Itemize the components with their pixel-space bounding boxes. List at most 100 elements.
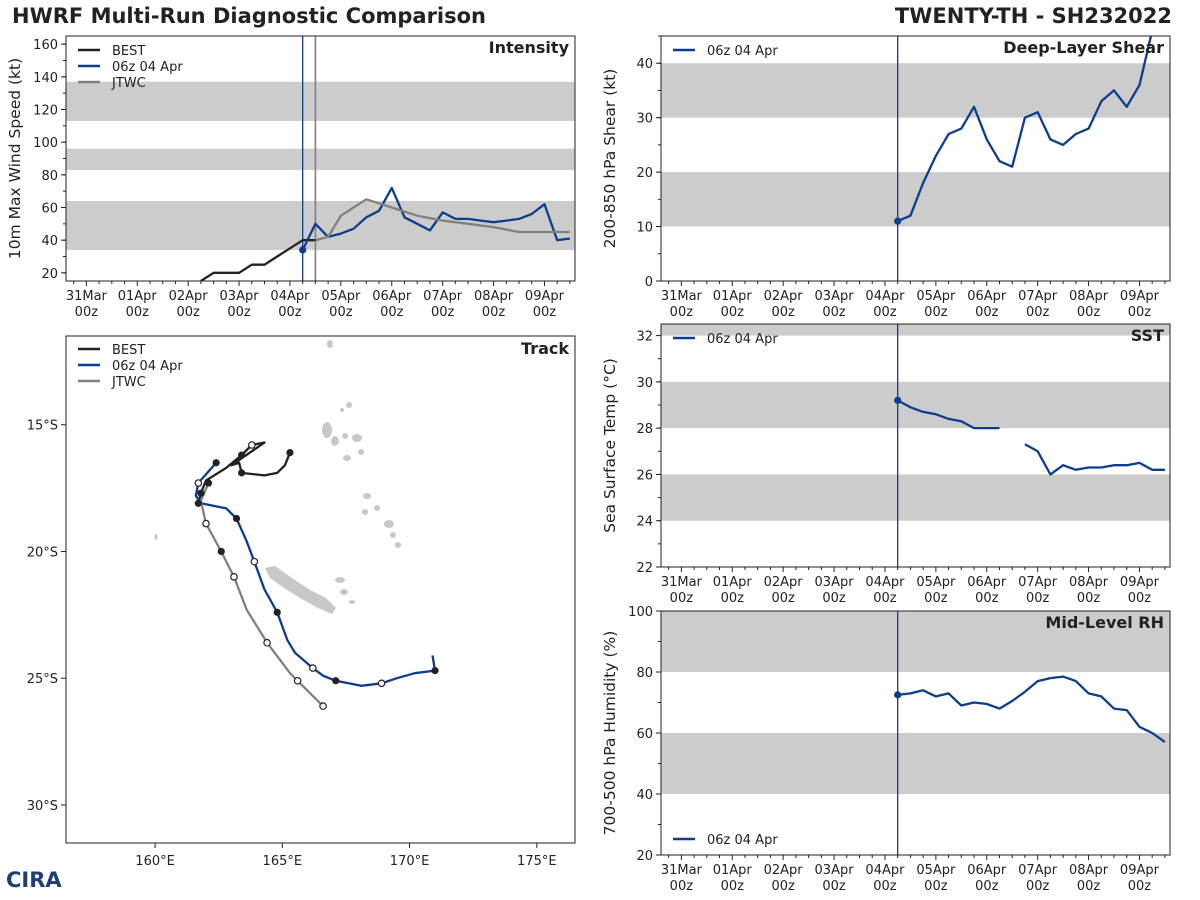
sst-ytick-label: 30 xyxy=(636,376,653,391)
island-shape xyxy=(340,408,344,412)
rh-ytick-label: 20 xyxy=(636,849,653,864)
shear-xtick-label-day: 08Apr xyxy=(1069,289,1109,304)
shear-frame xyxy=(660,35,1171,282)
rh-title: Mid-Level RH xyxy=(1045,613,1164,632)
island-shape xyxy=(363,493,371,499)
shear-xtick-label-hour: 00z xyxy=(1077,305,1101,320)
intensity-series-2 xyxy=(315,198,570,242)
cira-logo: CIRA xyxy=(6,868,62,892)
rh-xtick-label-hour: 00z xyxy=(1026,879,1050,894)
shear-xtick-label-hour: 00z xyxy=(1128,305,1152,320)
intensity-xtick-label-day: 04Apr xyxy=(270,289,310,304)
track-point-hollow xyxy=(377,679,386,688)
track-point-hollow xyxy=(263,638,271,647)
shear-xtick-label-day: 07Apr xyxy=(1018,289,1058,304)
rh-panel: 2040608010031Mar00z01Apr00z02Apr00z03Apr… xyxy=(601,605,1171,894)
sst-xtick-label-hour: 00z xyxy=(975,591,999,606)
sst-xtick-label-day: 08Apr xyxy=(1069,575,1109,590)
island-shape xyxy=(352,434,362,442)
island-shape xyxy=(395,542,401,548)
track-point-filled xyxy=(238,469,246,477)
sst-panel: 22242628303231Mar00z01Apr00z02Apr00z03Ap… xyxy=(601,323,1171,606)
track-ytick-label: 25°S xyxy=(27,672,58,687)
sst-xtick-label-day: 07Apr xyxy=(1018,575,1058,590)
rh-xtick-label-day: 05Apr xyxy=(916,863,956,878)
island-shape xyxy=(342,433,348,439)
island-shape xyxy=(346,402,352,408)
sst-xtick-label-hour: 00z xyxy=(771,591,795,606)
intensity-band-2 xyxy=(66,81,575,121)
track-panel: 160°E 165°E 170°E 175°E 15°S 20°S 25°S 30°S Trac… xyxy=(27,335,576,869)
sst-xtick-label-hour: 00z xyxy=(822,591,846,606)
shear-ytick-label: 10 xyxy=(636,221,653,236)
island-shape xyxy=(349,600,355,604)
new-caledonia-shape xyxy=(265,566,336,614)
intensity-ytick-label: 140 xyxy=(33,71,58,86)
intensity-xtick-label-day: 01Apr xyxy=(118,289,158,304)
rh-xtick-label-hour: 00z xyxy=(873,879,897,894)
sst-ylabel: Sea Surface Temp (°C) xyxy=(601,358,619,533)
rh-xtick-label-hour: 00z xyxy=(1128,879,1152,894)
track-xtick-label: 175°E xyxy=(517,854,557,869)
intensity-xtick-label-hour: 00z xyxy=(176,305,200,320)
sst-xtick-label-day: 05Apr xyxy=(916,575,956,590)
sst-plot-area xyxy=(661,324,1170,567)
track-point-hollow xyxy=(230,573,238,581)
intensity-xtick-label-hour: 00z xyxy=(482,305,506,320)
sst-band-0 xyxy=(661,474,1170,521)
storm-id: TWENTY-TH - SH232022 xyxy=(894,4,1172,28)
shear-band-0 xyxy=(661,172,1170,227)
sst-band-1 xyxy=(661,381,1170,429)
track-point-hollow xyxy=(309,664,317,672)
sst-series-1 xyxy=(1024,443,1165,476)
shear-ytick-label: 20 xyxy=(636,166,653,181)
shear-xtick-label-day: 09Apr xyxy=(1120,289,1160,304)
rh-legend-label: 06z 04 Apr xyxy=(707,833,778,848)
rh-band-0 xyxy=(661,733,1170,794)
intensity-xtick-label-day: 07Apr xyxy=(423,289,463,304)
island-shape xyxy=(340,589,348,595)
track-ytick-label: 20°S xyxy=(27,545,58,560)
rh-init-marker xyxy=(894,691,902,699)
track-point-hollow xyxy=(247,441,256,449)
intensity-legend-label: BEST xyxy=(112,44,145,59)
intensity-ylabel: 10m Max Wind Speed (kt) xyxy=(6,58,24,259)
track-xtick-label: 165°E xyxy=(263,854,303,869)
rh-xtick-label-day: 07Apr xyxy=(1018,863,1058,878)
intensity-ytick-label: 160 xyxy=(33,38,58,53)
intensity-xtick-label-day: 08Apr xyxy=(474,289,514,304)
intensity-ytick-label: 120 xyxy=(33,104,58,119)
track-xtick-label: 160°E xyxy=(135,854,175,869)
sst-init-marker xyxy=(894,396,902,404)
intensity-ytick-label: 100 xyxy=(33,136,58,151)
track-point-filled xyxy=(286,449,294,457)
sst-title: SST xyxy=(1131,326,1164,345)
track-legend-label: 06z 04 Apr xyxy=(112,359,183,374)
track-series-1 xyxy=(194,462,437,687)
sst-xtick-label-day: 02Apr xyxy=(764,575,804,590)
rh-xtick-label-hour: 00z xyxy=(670,879,694,894)
track-point-hollow xyxy=(194,479,203,487)
shear-xtick-label-day: 02Apr xyxy=(764,289,804,304)
rh-xtick-label-day: 09Apr xyxy=(1120,863,1160,878)
island-shape xyxy=(331,436,339,446)
rh-plot-area xyxy=(661,611,1170,855)
rh-xtick-label-day: 31Mar xyxy=(661,863,703,878)
shear-xtick-label-day: 31Mar xyxy=(661,289,703,304)
sst-ytick-label: 32 xyxy=(636,330,653,345)
track-legend-label: BEST xyxy=(112,343,145,358)
island-shape xyxy=(362,509,368,515)
sst-ytick-label: 26 xyxy=(636,468,653,483)
shear-xtick-label-hour: 00z xyxy=(721,305,745,320)
intensity-plot-area xyxy=(66,36,575,281)
track-point-filled xyxy=(212,459,220,467)
rh-xtick-label-day: 06Apr xyxy=(967,863,1007,878)
sst-xtick-label-hour: 00z xyxy=(1077,591,1101,606)
track-point-filled xyxy=(197,489,205,497)
sst-xtick-label-day: 03Apr xyxy=(815,575,855,590)
shear-ytick-label: 0 xyxy=(645,275,653,290)
track-point-hollow xyxy=(293,676,302,685)
sst-xtick-label-day: 31Mar xyxy=(661,575,703,590)
island-shape xyxy=(154,534,158,540)
sst-ytick-label: 24 xyxy=(636,515,653,530)
